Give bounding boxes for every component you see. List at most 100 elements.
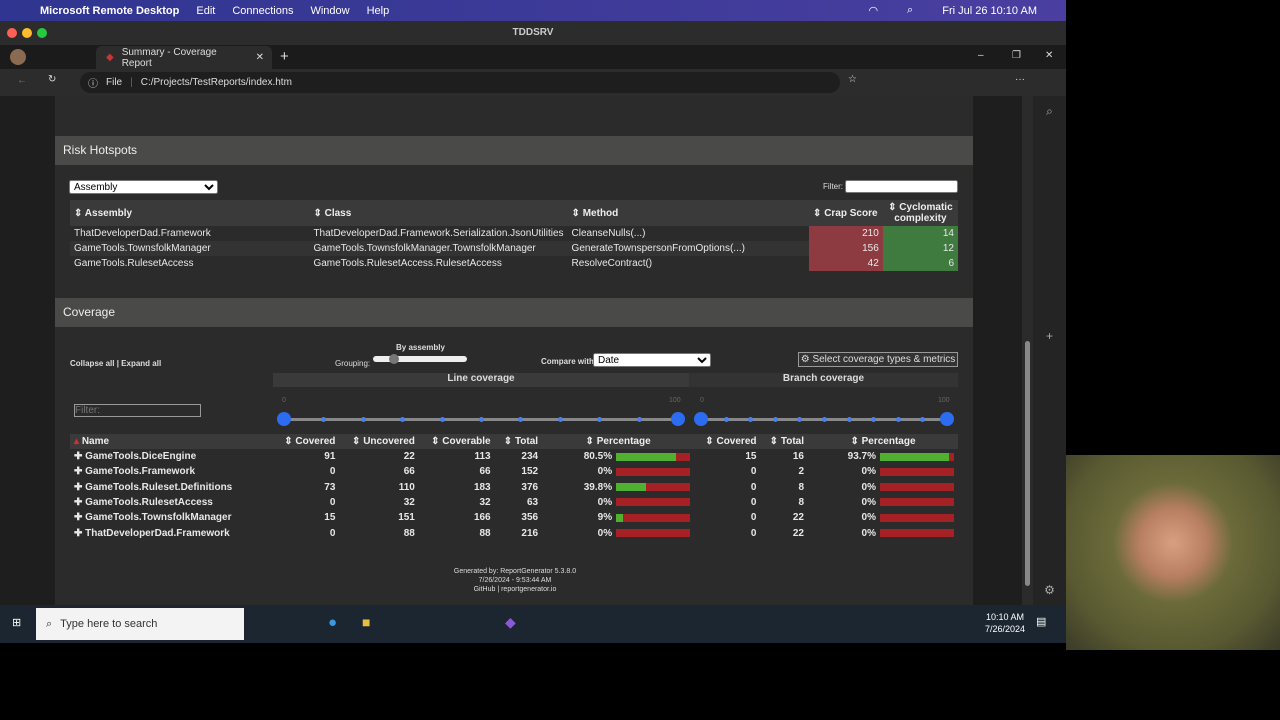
url-field[interactable]: ⓘ File | C:/Projects/TestReports/index.h… <box>80 72 840 93</box>
select-coverage-types-button[interactable]: ⚙ Select coverage types & metrics <box>798 352 958 367</box>
assembly-select[interactable]: Assembly <box>69 180 218 194</box>
cell-crap-score: 156 <box>809 241 883 256</box>
visual-studio-icon[interactable]: ◆ <box>505 614 516 630</box>
slider-min-handle[interactable] <box>694 412 708 426</box>
col-branch-total[interactable]: ⇕ Total <box>760 434 808 449</box>
cell-name[interactable]: ✚ GameTools.RulesetAccess <box>70 495 273 510</box>
cell-name[interactable]: ✚ GameTools.DiceEngine <box>70 449 273 464</box>
coverage-row[interactable]: ✚ GameTools.Framework 0 66 66 152 0% 0 2… <box>70 464 958 479</box>
coverage-row[interactable]: ✚ GameTools.TownsfolkManager 15 151 166 … <box>70 510 958 525</box>
menu-edit[interactable]: Edit <box>196 4 216 17</box>
coverage-row[interactable]: ✚ GameTools.DiceEngine 91 22 113 234 80.… <box>70 449 958 464</box>
menu-help[interactable]: Help <box>366 4 390 17</box>
compare-select[interactable]: Date <box>593 353 711 367</box>
col-class[interactable]: ⇕ Class <box>309 200 568 226</box>
risk-filter-input[interactable] <box>845 180 958 193</box>
search-icon[interactable]: ⌕ <box>907 4 914 16</box>
new-tab-icon[interactable]: + <box>280 48 289 65</box>
scrollbar[interactable] <box>1022 96 1033 605</box>
cell-name[interactable]: ✚ GameTools.Framework <box>70 464 273 479</box>
close-tab-icon[interactable]: ✕ <box>255 52 264 63</box>
minimize-icon[interactable]: – <box>978 50 984 61</box>
coverage-row[interactable]: ✚ ThatDeveloperDad.Framework 0 88 88 216… <box>70 525 958 540</box>
assembly-name[interactable]: GameTools.Ruleset.Definitions <box>85 481 233 493</box>
col-crap-score[interactable]: ⇕ Crap Score <box>809 200 883 226</box>
col-total[interactable]: ⇕ Total <box>494 434 543 449</box>
col-assembly[interactable]: ⇕ Assembly <box>70 200 310 226</box>
cell-name[interactable]: ✚ ThatDeveloperDad.Framework <box>70 525 273 540</box>
cell-class[interactable]: GameTools.TownsfolkManager.TownsfolkMana… <box>309 241 568 256</box>
expand-icon[interactable]: ✚ <box>74 497 83 509</box>
col-method[interactable]: ⇕ Method <box>567 200 810 226</box>
grouping-slider[interactable] <box>373 354 467 364</box>
assembly-name[interactable]: ThatDeveloperDad.Framework <box>85 527 230 539</box>
notifications-icon[interactable]: ▤ <box>1036 616 1047 628</box>
expand-icon[interactable]: ✚ <box>74 451 83 463</box>
col-percentage[interactable]: ⇕ Percentage <box>542 434 695 449</box>
col-branch-percentage[interactable]: ⇕ Percentage <box>808 434 958 449</box>
start-icon[interactable]: ⊞ <box>12 617 22 629</box>
close-icon[interactable]: ✕ <box>1045 50 1054 61</box>
add-icon[interactable]: + <box>1045 329 1053 343</box>
file-explorer-icon[interactable]: ■ <box>362 614 371 630</box>
tab-summary[interactable]: ◆ Summary - Coverage Report ✕ <box>96 46 272 69</box>
cell-method[interactable]: GenerateTownspersonFromOptions(...) <box>567 241 810 256</box>
settings-icon[interactable]: ⚙ <box>1044 583 1055 597</box>
expand-all-link[interactable]: Expand all <box>121 359 162 368</box>
more-icon[interactable]: ··· <box>1015 74 1025 85</box>
taskbar-clock[interactable]: 10:10 AM 7/26/2024 <box>985 611 1025 635</box>
coverage-row[interactable]: ✚ GameTools.RulesetAccess 0 32 32 63 0% … <box>70 495 958 510</box>
slider-max-handle[interactable] <box>671 412 685 426</box>
cell-covered: 73 <box>324 481 336 493</box>
expand-icon[interactable]: ✚ <box>74 512 83 524</box>
slider-min-handle[interactable] <box>277 412 291 426</box>
col-uncovered[interactable]: ⇕ Uncovered <box>339 434 419 449</box>
menu-connections[interactable]: Connections <box>232 4 294 17</box>
col-branch-covered[interactable]: ⇕ Covered <box>694 434 761 449</box>
edge-icon[interactable]: ● <box>328 614 338 631</box>
minimize-window-button[interactable] <box>22 28 32 38</box>
coverage-row[interactable]: ✚ GameTools.Ruleset.Definitions 73 110 1… <box>70 480 958 495</box>
risk-row: GameTools.RulesetAccess GameTools.Ruleset… <box>70 256 958 271</box>
profile-avatar[interactable] <box>10 49 26 65</box>
cell-method[interactable]: ResolveContract() <box>571 258 653 269</box>
zoom-window-button[interactable] <box>37 28 47 38</box>
slider-max-handle[interactable] <box>940 412 954 426</box>
assembly-name[interactable]: GameTools.TownsfolkManager <box>85 512 232 524</box>
assembly-name[interactable]: GameTools.RulesetAccess <box>85 497 213 509</box>
restore-icon[interactable]: ❐ <box>1012 50 1021 61</box>
cell-uncovered: 151 <box>398 512 415 524</box>
cell-method[interactable]: CleanseNulls(...) <box>571 228 646 239</box>
footer-links[interactable]: GitHub | reportgenerator.io <box>473 586 557 593</box>
refresh-icon[interactable]: ↻ <box>48 74 57 85</box>
line-coverage-range-slider[interactable] <box>277 412 685 426</box>
col-covered[interactable]: ⇕ Covered <box>273 434 340 449</box>
branch-coverage-range-slider[interactable] <box>694 412 954 426</box>
col-name[interactable]: ▴ Name <box>70 434 273 449</box>
col-cyclomatic[interactable]: ⇕ Cyclomatic complexity <box>882 200 958 226</box>
wifi-icon[interactable]: ◠ <box>868 5 879 17</box>
cell-class[interactable]: ThatDeveloperDad.Framework.Serialization… <box>313 228 564 239</box>
cell-name[interactable]: ✚ GameTools.TownsfolkManager <box>70 510 273 525</box>
assembly-name[interactable]: GameTools.DiceEngine <box>85 451 197 463</box>
windows-taskbar: ⊞ ⌕ Type here to search ● ■ ◆ 10:10 AM 7/… <box>0 605 1066 643</box>
expand-icon[interactable]: ✚ <box>74 527 83 539</box>
assembly-name[interactable]: GameTools.Framework <box>85 466 196 478</box>
menu-app[interactable]: Microsoft Remote Desktop <box>40 4 180 17</box>
collapse-all-link[interactable]: Collapse all <box>70 359 115 368</box>
cell-crap-score: 210 <box>809 226 883 241</box>
coverage-bar <box>616 528 691 537</box>
expand-icon[interactable]: ✚ <box>74 466 83 478</box>
menu-window[interactable]: Window <box>310 4 350 17</box>
search-icon[interactable]: ⌕ <box>1046 104 1053 118</box>
expand-icon[interactable]: ✚ <box>74 481 83 493</box>
cell-class[interactable]: GameTools.RulesetAccess.RulesetAccess <box>313 258 502 269</box>
col-coverable[interactable]: ⇕ Coverable <box>418 434 495 449</box>
clock[interactable]: Fri Jul 26 10:10 AM <box>942 4 1037 17</box>
coverage-filter-input[interactable] <box>74 404 201 417</box>
taskbar-search[interactable]: ⌕ Type here to search <box>36 608 244 640</box>
favorite-icon[interactable]: ☆ <box>848 74 857 85</box>
cell-name[interactable]: ✚ GameTools.Ruleset.Definitions <box>70 480 273 495</box>
back-icon[interactable]: ← <box>17 75 27 86</box>
close-window-button[interactable] <box>7 28 17 38</box>
